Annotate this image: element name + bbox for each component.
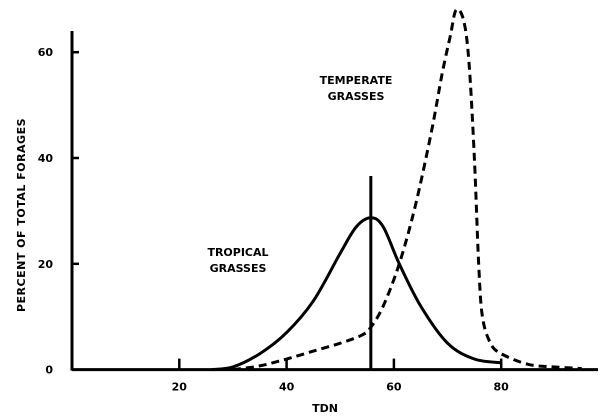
series-line-tropical — [211, 216, 502, 372]
y-tick-label: 40 — [38, 152, 54, 165]
y-tick-label: 20 — [38, 258, 54, 271]
y-tick-label: 0 — [45, 364, 53, 377]
legend-label-tropical: TROPICAL GRASSES — [207, 246, 268, 275]
legend-label-temperate: TEMPERATE GRASSES — [320, 74, 393, 103]
axes — [70, 31, 598, 372]
y-tick-label: 60 — [38, 46, 54, 59]
x-tick-label: 20 — [172, 381, 188, 394]
series — [211, 7, 582, 372]
x-axis-label: TDN — [312, 402, 338, 415]
x-tick-label: 60 — [386, 381, 402, 394]
x-tick-label: 40 — [279, 381, 295, 394]
x-tick-label: 80 — [494, 381, 510, 394]
y-axis-label: PERCENT OF TOTAL FORAGES — [15, 118, 28, 312]
series-line-temperate — [232, 7, 582, 372]
ticks: 20 40 60 80 0 20 40 60 — [38, 46, 510, 393]
